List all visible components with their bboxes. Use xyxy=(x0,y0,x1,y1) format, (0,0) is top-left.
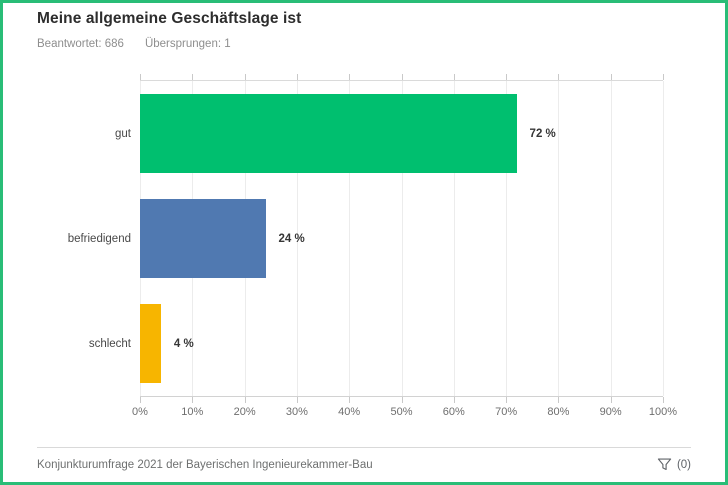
gridline xyxy=(349,81,351,396)
filter-button[interactable]: (0) xyxy=(657,457,691,472)
x-axis-tick-label: 40% xyxy=(338,406,361,418)
filter-count: (0) xyxy=(676,458,691,471)
x-axis-tick-label: 50% xyxy=(390,406,413,418)
header: Meine allgemeine Geschäftslage ist Beant… xyxy=(37,10,301,50)
category-label-schlecht: schlecht xyxy=(88,337,131,350)
gridline xyxy=(663,81,664,396)
axis-tick-bottom xyxy=(296,397,298,403)
x-axis-tick-label: 100% xyxy=(648,406,678,418)
answered-count: Beantwortet: 686 xyxy=(37,38,124,50)
x-axis-tick-label: 70% xyxy=(495,406,518,418)
bar-row: befriedigend 24 % xyxy=(68,186,663,291)
gridline xyxy=(506,81,508,396)
axis-tick-top xyxy=(244,74,246,80)
gridline xyxy=(558,81,560,396)
axis-tick-top xyxy=(349,74,351,80)
category-label-befriedigend: befriedigend xyxy=(67,232,131,245)
bar-schlecht xyxy=(140,304,161,383)
x-axis-tick-label: 10% xyxy=(181,406,204,418)
bars-container: gut 72 % befriedigend 24 % schlecht 4 % xyxy=(68,81,663,396)
axis-tick-bottom xyxy=(349,397,351,403)
axis-tick-top xyxy=(401,74,403,80)
gridline xyxy=(453,81,455,396)
axis-tick-top xyxy=(663,74,664,80)
axis-tick-top xyxy=(610,74,612,80)
bar-row: gut 72 % xyxy=(115,81,663,186)
x-axis-tick-label: 0% xyxy=(132,406,148,418)
axis-tick-bottom xyxy=(506,397,508,403)
axis-tick-top xyxy=(192,74,194,80)
gridline xyxy=(296,81,298,396)
plot-area: gut 72 % befriedigend 24 % schlecht 4 % 0% 10%… xyxy=(68,74,677,418)
question-title: Meine allgemeine Geschäftslage ist xyxy=(37,10,302,27)
bar-befriedigend xyxy=(140,199,266,278)
bar-gut xyxy=(140,94,517,173)
axis-tick-bottom xyxy=(453,397,455,403)
value-label-schlecht: 4 % xyxy=(173,337,194,350)
x-axis-tick-label: 90% xyxy=(599,406,622,418)
x-axis-tick-label: 30% xyxy=(285,406,308,418)
axis-tick-bottom xyxy=(663,397,664,403)
filter-funnel-icon xyxy=(657,457,672,472)
gridline xyxy=(401,81,403,396)
axis-tick-top xyxy=(140,74,141,80)
axis-tick-bottom xyxy=(558,397,560,403)
axis-tick-bottom xyxy=(244,397,246,403)
gridline xyxy=(610,81,612,396)
axis-tick-top xyxy=(296,74,298,80)
response-stats: Beantwortet: 686 Übersprungen: 1 xyxy=(37,38,301,50)
skipped-count: Übersprungen: 1 xyxy=(144,38,231,50)
x-axis-tick-label: 60% xyxy=(442,406,465,418)
axis-tick-top xyxy=(453,74,455,80)
axis-tick-bottom xyxy=(610,397,612,403)
x-axis-tick-label: 20% xyxy=(233,406,256,418)
bar-row: schlecht 4 % xyxy=(89,291,663,396)
value-label-gut: 72 % xyxy=(529,127,556,140)
axis-tick-bottom xyxy=(140,397,141,403)
axis-tick-bottom xyxy=(401,397,403,403)
footer: Konjunkturumfrage 2021 der Bayerischen I… xyxy=(37,447,691,472)
category-label-gut: gut xyxy=(115,127,131,140)
axis-tick-top xyxy=(558,74,560,80)
x-axis-tick-label: 80% xyxy=(547,406,570,418)
axis-tick-bottom xyxy=(192,397,194,403)
value-label-befriedigend: 24 % xyxy=(278,232,305,245)
source-text: Konjunkturumfrage 2021 der Bayerischen I… xyxy=(37,458,373,471)
axis-tick-top xyxy=(506,74,508,80)
